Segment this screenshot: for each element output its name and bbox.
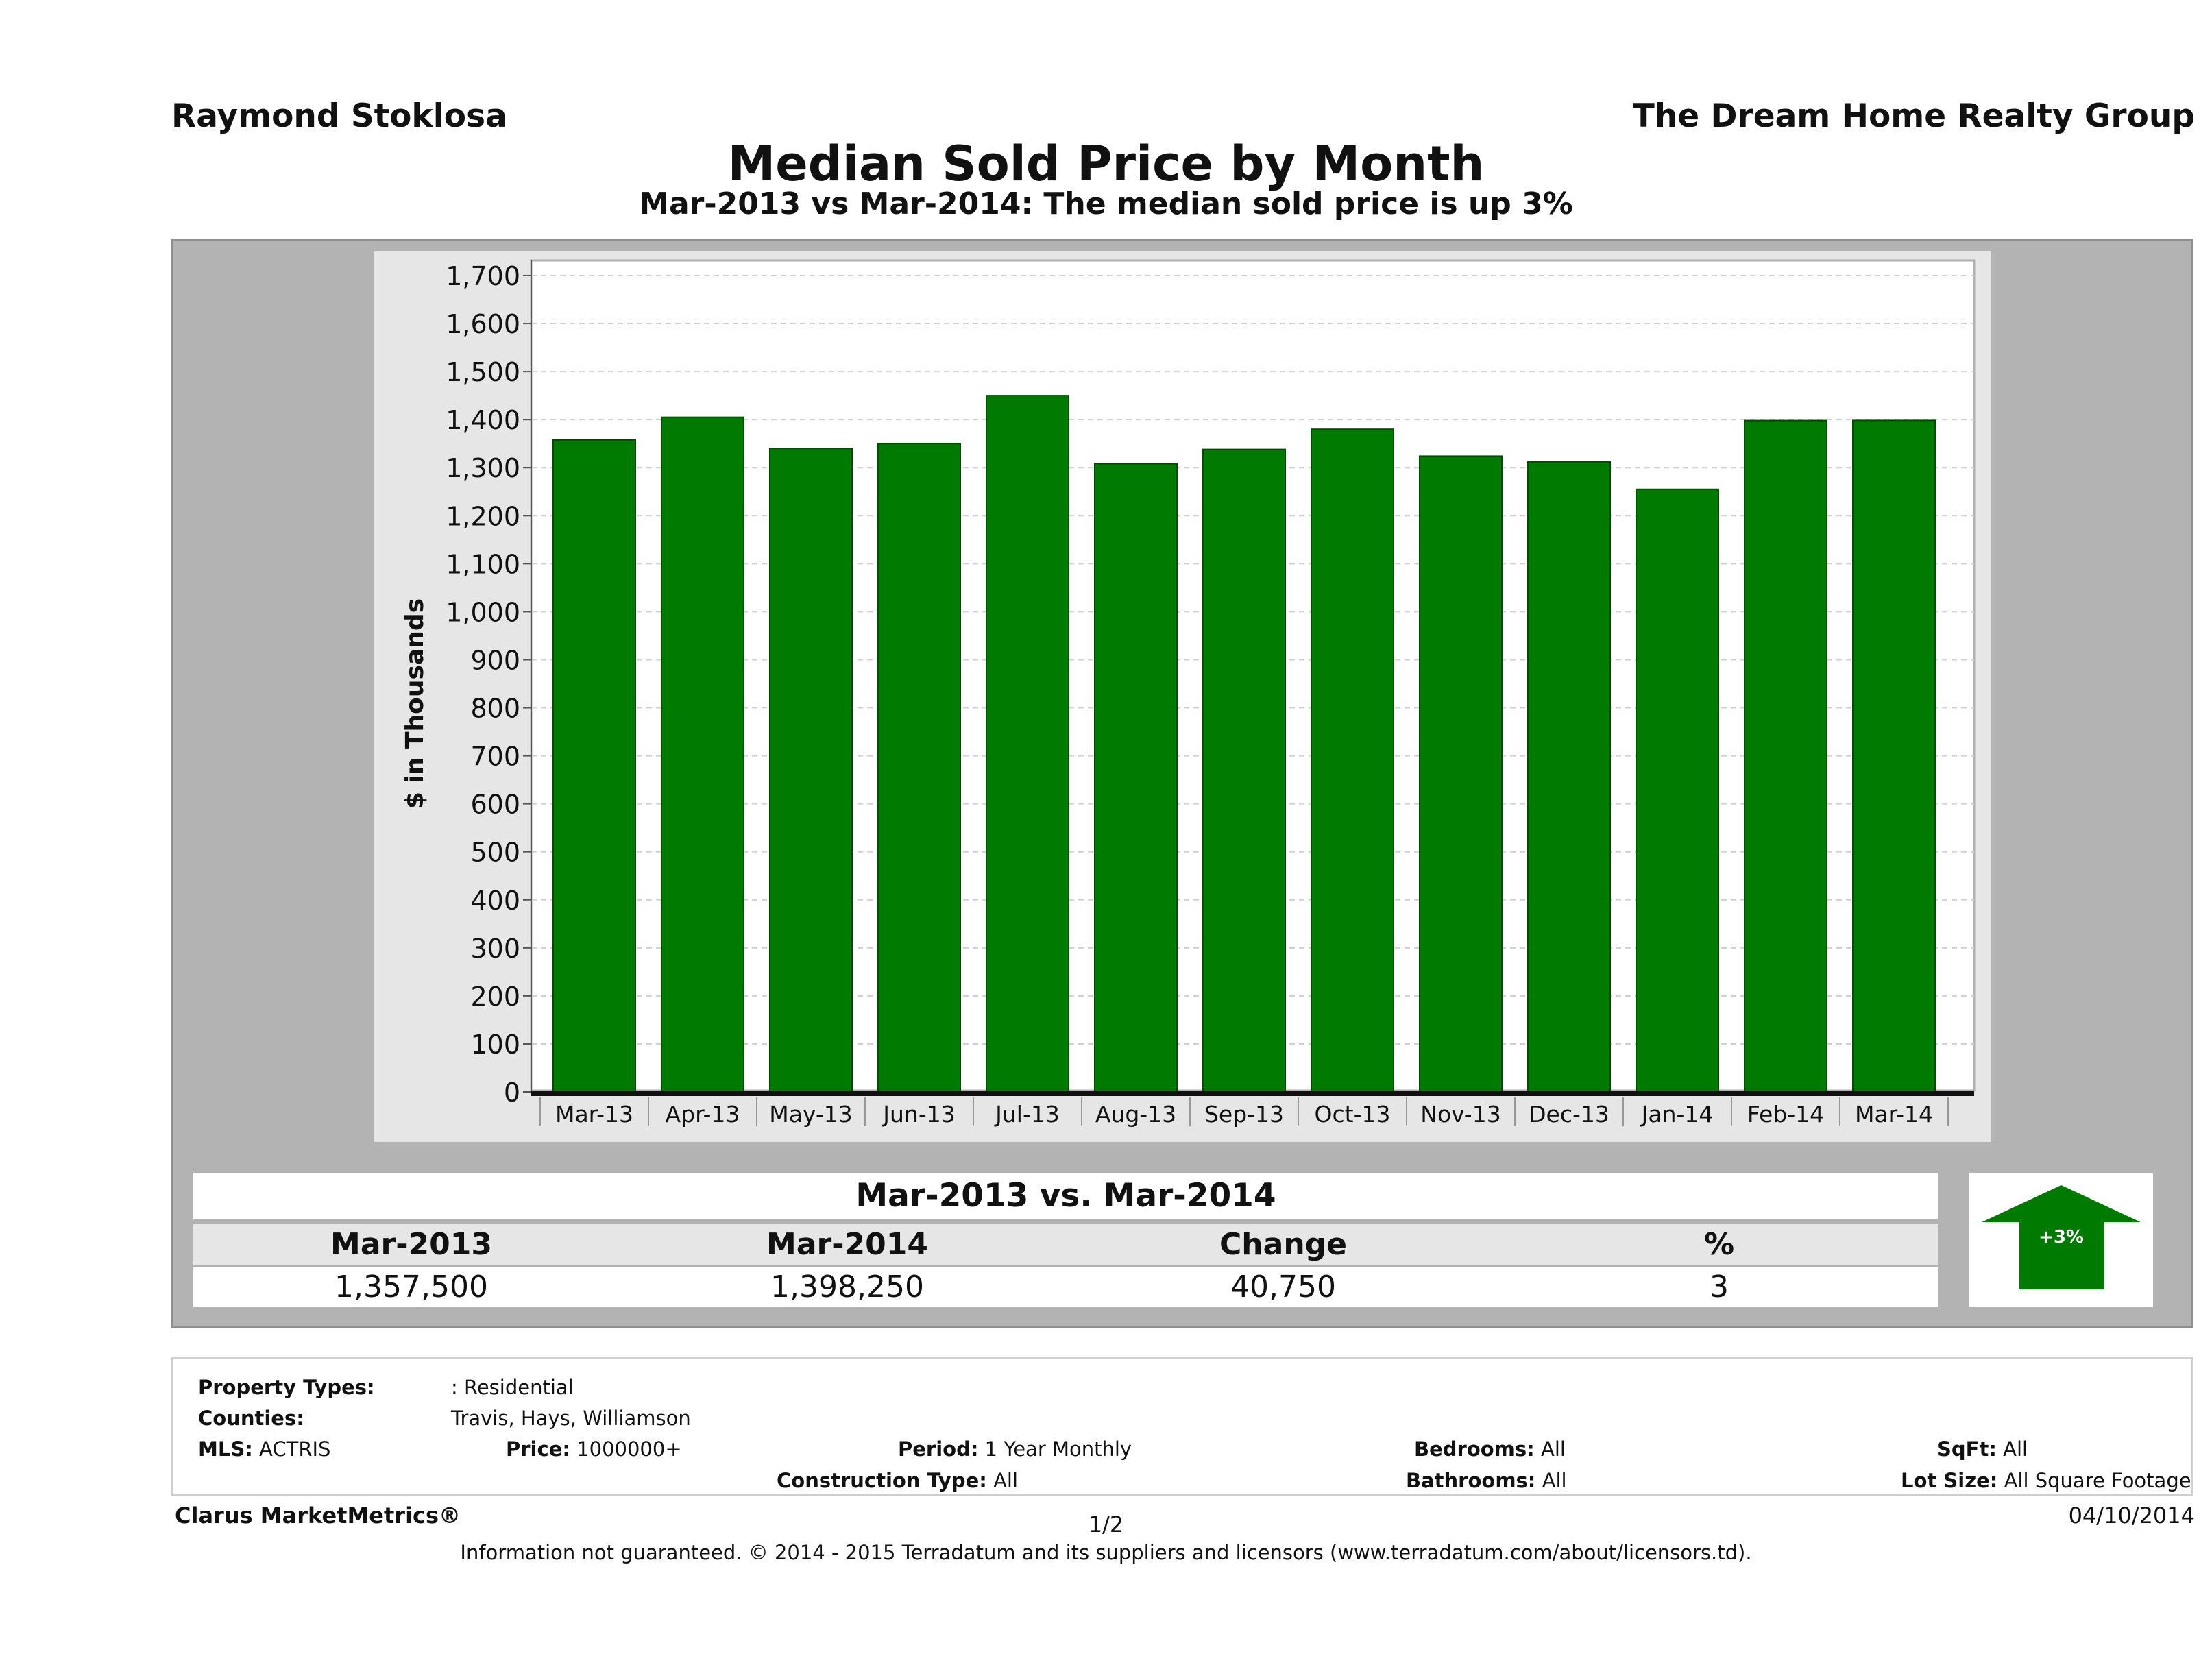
y-tick-label: 1,200 [446, 501, 520, 531]
y-tick-label: 400 [470, 886, 520, 916]
summary-title: Mar-2013 vs. Mar-2014 [193, 1173, 1938, 1219]
summary-header-percent: % [1703, 1227, 1735, 1262]
counties-label: Counties: [198, 1407, 304, 1430]
y-tick-label: 1,600 [446, 309, 520, 339]
y-tick-label: 100 [470, 1030, 520, 1060]
summary-value-percent: 3 [1710, 1269, 1729, 1304]
summary-header-start: Mar-2013 [330, 1227, 492, 1262]
bathrooms-value: All [1542, 1469, 1567, 1492]
bar-chart: 0 100 200 300 400 500 600 700 800 900 1,000 1,100 1,… [401, 259, 1976, 1128]
bar [877, 443, 961, 1093]
bar [1636, 488, 1719, 1093]
up-arrow-icon [1982, 1185, 2141, 1289]
price-label: Price: [506, 1437, 570, 1461]
bedrooms-value: All [1540, 1437, 1566, 1461]
bar [1744, 420, 1827, 1093]
x-tick-label: Sep-13 [1204, 1101, 1284, 1128]
sqft-value: All [2003, 1437, 2028, 1461]
chart-title: Median Sold Price by Month [727, 136, 1485, 192]
construction-label: Construction Type: [777, 1469, 987, 1492]
bar [1311, 428, 1394, 1093]
mls-label: MLS: [198, 1437, 253, 1461]
y-tick-label: 600 [470, 790, 520, 820]
bedrooms-label: Bedrooms: [1414, 1437, 1535, 1461]
y-tick-label: 200 [470, 982, 520, 1012]
y-tick-label: 1,300 [446, 453, 520, 483]
bar [1852, 420, 1936, 1093]
y-tick-label: 900 [470, 645, 520, 675]
bar [1527, 461, 1611, 1093]
x-tick-label: May-13 [769, 1101, 853, 1128]
x-tick-label: Mar-13 [555, 1101, 633, 1128]
x-tick-label: Mar-14 [1855, 1101, 1933, 1128]
counties-value: Travis, Hays, Williamson [451, 1407, 691, 1430]
x-tick-label: Jul-13 [994, 1101, 1060, 1128]
bar [1419, 455, 1503, 1093]
price-value: 1000000+ [576, 1437, 682, 1461]
y-tick-label: 1,700 [446, 261, 520, 291]
property-types-value: : Residential [451, 1376, 574, 1399]
bar [769, 448, 853, 1093]
y-tick-label: 500 [470, 838, 520, 868]
y-axis-label: $ in Thousands [401, 598, 429, 809]
summary-value-row: 1,357,500 1,398,250 40,750 3 [193, 1267, 1938, 1307]
change-indicator-label: +3% [2039, 1227, 2084, 1248]
y-tick-label: 1,400 [446, 405, 520, 435]
summary-value-end: 1,398,250 [770, 1269, 924, 1304]
x-tick-label: Apr-13 [666, 1101, 740, 1128]
company-name: The Dream Home Realty Group [1632, 97, 2195, 135]
lotsize-label: Lot Size: [1901, 1469, 1998, 1492]
x-tick-label: Oct-13 [1315, 1101, 1391, 1128]
y-tick-label: 1,000 [446, 597, 520, 627]
bathrooms-label: Bathrooms: [1406, 1469, 1536, 1492]
bar [552, 439, 636, 1093]
footer-brand: Clarus MarketMetrics® [175, 1503, 461, 1529]
mls-value: ACTRIS [259, 1437, 331, 1461]
period-label: Period: [898, 1437, 979, 1461]
x-tick-label: Nov-13 [1420, 1101, 1500, 1128]
lotsize-value: All Square Footage [2004, 1469, 2191, 1492]
y-tick-label: 1,100 [446, 549, 520, 579]
report-date: 04/10/2014 [2068, 1503, 2195, 1529]
y-tick-label: 1,500 [446, 357, 520, 387]
x-tick-label: Feb-14 [1747, 1101, 1824, 1128]
summary-header-row: Mar-2013 Mar-2014 Change % [193, 1224, 1938, 1265]
summary-value-change: 40,750 [1230, 1269, 1336, 1304]
summary-header-end: Mar-2014 [766, 1227, 928, 1262]
bar [986, 395, 1069, 1093]
period-value: 1 Year Monthly [984, 1437, 1132, 1461]
sqft-label: SqFt: [1937, 1437, 1997, 1461]
y-tick-label: 300 [470, 934, 520, 964]
x-tick-label: Dec-13 [1529, 1101, 1609, 1128]
construction-value: All [993, 1469, 1019, 1492]
disclaimer: Information not guaranteed. © 2014 - 201… [460, 1541, 1752, 1564]
x-tick-label: Jun-13 [882, 1101, 955, 1128]
chart-subtitle: Mar-2013 vs Mar-2014: The median sold pr… [639, 186, 1573, 221]
property-types-label: Property Types: [198, 1376, 375, 1399]
search-criteria: Property Types: : Residential Counties: … [171, 1357, 2193, 1496]
x-tick-label: Jan-14 [1640, 1101, 1714, 1128]
y-tick-label: 800 [470, 694, 520, 724]
summary-header-change: Change [1219, 1227, 1347, 1262]
y-tick-label: 0 [504, 1078, 520, 1108]
y-tick-label: 700 [470, 742, 520, 772]
bar [1202, 448, 1286, 1093]
x-tick-label: Aug-13 [1095, 1101, 1176, 1128]
bar [661, 416, 744, 1093]
agent-name: Raymond Stoklosa [171, 97, 507, 135]
page-number: 1/2 [1088, 1511, 1124, 1537]
summary-value-start: 1,357,500 [335, 1269, 488, 1304]
change-indicator [1969, 1173, 2153, 1307]
bar [1094, 463, 1178, 1093]
